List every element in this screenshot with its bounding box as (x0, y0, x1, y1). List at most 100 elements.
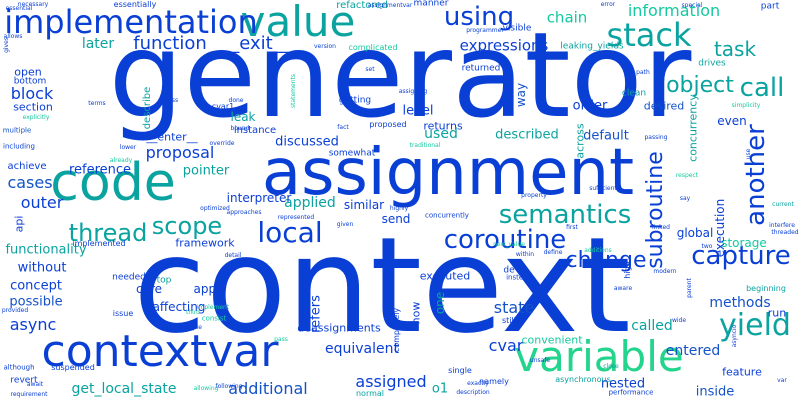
word-error: error (600, 1, 616, 8)
word-lower: lower (119, 144, 137, 151)
word-execution: execution (713, 198, 727, 258)
word-interpreter: interpreter (226, 191, 292, 205)
word-assignmentvar: assignmentvar (367, 2, 413, 9)
word-function: function (133, 33, 207, 54)
word-capture: capture (691, 241, 791, 271)
word-gives: gives (3, 37, 10, 53)
word-context: context (133, 209, 631, 363)
word-consist: consist (201, 314, 227, 323)
word-still: still (502, 316, 516, 325)
word-approaches: approaches (226, 209, 262, 216)
word-concept: concept (10, 278, 62, 294)
word-assigned: assigned (355, 372, 427, 391)
word-part: part (760, 1, 780, 12)
word-description: description (456, 389, 490, 396)
word-manner: manner (413, 0, 449, 9)
word-necessary: necessary (17, 1, 49, 8)
word-cases: cases (7, 173, 53, 192)
word-access: access (157, 97, 179, 104)
word-reference: reference (68, 162, 132, 178)
word-convenient: convenient (521, 333, 583, 347)
word-implement: implement (196, 304, 230, 311)
word-bottom: bottom (13, 76, 47, 87)
word-equivalent: equivalent (325, 341, 399, 357)
word-async: async (9, 315, 57, 334)
word-send: send (381, 212, 411, 226)
word-inside: inside (695, 384, 735, 400)
word-single: single (448, 366, 472, 375)
word-special: special (681, 2, 703, 9)
word-cvar: cvar (488, 336, 524, 355)
word-thread: thread (68, 219, 148, 247)
word-provided: provided (1, 307, 29, 314)
word-achieve: achieve (7, 161, 47, 172)
word-clean: clean (621, 88, 647, 99)
word-used: used (424, 126, 458, 142)
word-storage: storage (721, 236, 767, 250)
word-cvar1: cvar1 (211, 102, 235, 111)
word-methods: methods (709, 295, 771, 311)
word-normal: normal (355, 389, 385, 398)
word-assigning: assigning (398, 88, 428, 95)
word-allows: allows (3, 33, 23, 40)
word-simplicity: simplicity (731, 102, 761, 109)
word-version: version (314, 43, 336, 50)
word-requirement: requirement (10, 391, 48, 398)
word-override: override (209, 140, 235, 147)
word-path: path (636, 69, 650, 76)
word-task: task (713, 37, 757, 61)
word-value: value (240, 0, 356, 46)
word-done: done (228, 97, 244, 104)
word-deassignments: deassignments (297, 321, 381, 335)
word-third: third (186, 309, 200, 316)
word-assignment: assignment (261, 136, 635, 210)
word-describe: describe (142, 86, 153, 130)
word-now: now (409, 301, 423, 325)
word-high: high (623, 261, 632, 279)
word-fact: fact (337, 124, 349, 131)
word-concurrency: concurrency (686, 94, 700, 162)
word-suspended: suspended (51, 363, 95, 372)
word-similar: similar (343, 198, 385, 212)
word-object: object (666, 73, 734, 98)
word-entered: entered (665, 343, 721, 359)
word-proposal: proposal (145, 143, 215, 162)
word-described: described (495, 127, 559, 143)
word-asyncio: asyncio (731, 324, 738, 348)
word-aware: aware (613, 285, 633, 292)
word-complicated: complicated (348, 43, 398, 52)
word-completely: completely (392, 307, 401, 353)
word-run: run (767, 306, 787, 320)
word-needed: needed (112, 272, 146, 283)
word-exactly: exactly (467, 380, 489, 387)
word-pass: pass (274, 336, 288, 343)
word-optimized: optimized (200, 205, 230, 212)
word-information: information (627, 1, 721, 20)
word-drives: drives (698, 58, 726, 69)
word-way: way (514, 82, 528, 108)
word-multiple: multiple (2, 126, 32, 135)
word-use: use (745, 148, 752, 160)
word-visible: visible (502, 23, 532, 34)
word-desired: desired (643, 99, 685, 113)
word-asynchronous: asynchronous (555, 375, 611, 384)
word-pointer: pointer (182, 163, 230, 179)
word-level: level (402, 103, 434, 119)
word-state: state (493, 298, 535, 317)
word-somewhat: somewhat (328, 148, 376, 159)
word-even: even (717, 114, 747, 128)
word-returned: returned (461, 63, 501, 74)
word-code: code (50, 153, 176, 213)
word-default: default (583, 128, 629, 144)
word-parent: parent (686, 278, 693, 298)
word-discussed: discussed (275, 134, 339, 150)
word-applied: applied (284, 195, 336, 211)
word-first: first (566, 224, 578, 231)
word-generator: generator (108, 6, 692, 144)
word-returns: returns (423, 119, 463, 133)
word-called: called (631, 318, 673, 334)
word-say: say (679, 195, 691, 202)
word-implementation: implementation (4, 3, 258, 41)
word-linked: linked (652, 224, 670, 231)
word-expressions: expressions (459, 36, 549, 55)
